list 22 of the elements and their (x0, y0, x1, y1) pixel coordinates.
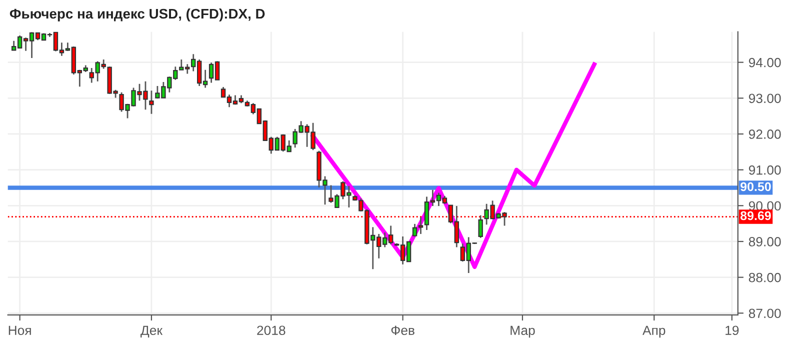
y-tick-label: 94.00 (748, 58, 781, 68)
y-tick-label: 87.00 (748, 308, 781, 318)
x-tick-label: Апр (642, 326, 666, 338)
y-tick-label: 93.00 (748, 94, 781, 104)
x-tick-label: 2018 (257, 326, 286, 336)
ref-line-label: 90.50 (740, 182, 771, 192)
y-tick-label: 92.00 (748, 130, 781, 139)
ref-line-label: 89.69 (740, 211, 771, 220)
x-tick-label: Мар (510, 326, 535, 338)
candlestick (478, 214, 483, 239)
y-tick-label: 88.00 (748, 272, 781, 282)
y-tick-label: 89.00 (748, 237, 781, 246)
x-tick-label: Дек (140, 326, 163, 338)
x-tick-label: 19 (726, 326, 739, 336)
chart-title: Фьючерс на индекс USD, (CFD):DX, D (10, 8, 265, 22)
candlestick (412, 223, 418, 238)
y-tick-label: 91.00 (748, 165, 781, 175)
y-tick-label: 90.00 (748, 201, 781, 211)
x-tick-label: Фев (391, 326, 414, 336)
line-series (310, 62, 596, 269)
candlestick (149, 90, 154, 115)
x-tick-label: Ноя (8, 326, 31, 336)
